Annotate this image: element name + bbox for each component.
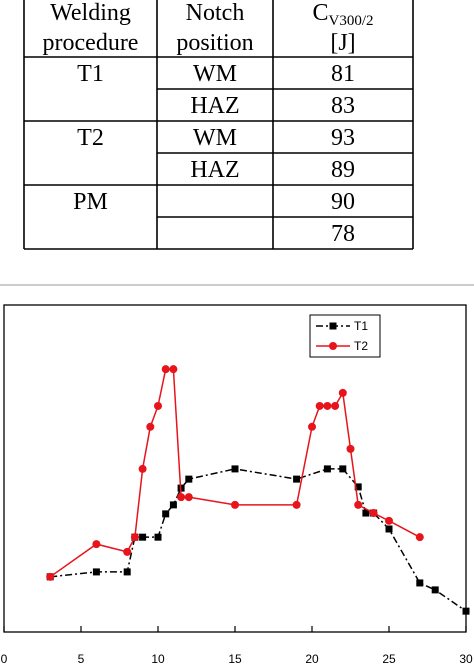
marker	[92, 568, 100, 576]
marker	[138, 464, 147, 473]
marker	[184, 493, 193, 502]
procedure-cell: T1	[77, 61, 104, 87]
marker	[139, 533, 147, 541]
cv-cell: 89	[331, 157, 355, 183]
cv-cell: 78	[331, 221, 355, 247]
marker	[323, 401, 332, 410]
header-cell: position	[176, 30, 253, 56]
x-tick-label: 5	[78, 652, 85, 666]
marker	[130, 533, 139, 542]
header-main: C	[312, 0, 328, 26]
marker	[462, 607, 470, 615]
x-tick-label: 30	[459, 652, 473, 666]
marker	[185, 475, 193, 483]
marker	[162, 510, 170, 518]
cv-cell: 81	[331, 61, 355, 87]
header-cell: Notch	[186, 0, 245, 26]
marker	[354, 483, 362, 491]
notch-cell: WM	[193, 61, 237, 87]
x-tick-label: 15	[228, 652, 242, 666]
marker	[169, 365, 178, 374]
series-line	[50, 468, 467, 612]
header-cell: Welding	[50, 0, 131, 26]
marker	[385, 516, 393, 525]
notch-cell: WM	[193, 125, 237, 151]
marker	[154, 533, 162, 541]
x-tick-label: 25	[382, 652, 396, 666]
legend-marker	[329, 322, 337, 330]
marker	[169, 501, 177, 509]
marker	[154, 401, 162, 410]
marker	[177, 493, 186, 502]
marker	[308, 422, 316, 431]
marker	[123, 547, 132, 556]
procedure-cell: PM	[73, 189, 108, 215]
cv-cell: 93	[331, 125, 355, 151]
marker	[293, 475, 301, 483]
procedure-cell: T2	[77, 125, 104, 151]
marker	[331, 401, 340, 410]
x-tick-label: 0	[1, 652, 8, 666]
marker	[346, 444, 355, 453]
legend-label: T1	[354, 319, 368, 333]
marker	[292, 500, 301, 509]
series-line	[49, 368, 421, 578]
x-tick-label: 20	[305, 652, 319, 666]
marker	[362, 509, 370, 517]
marker	[315, 401, 324, 410]
header-cell: procedure	[43, 30, 139, 56]
cv-cell: 90	[331, 189, 355, 215]
x-tick-label: 10	[151, 652, 165, 666]
marker	[338, 388, 347, 397]
legend-label: T2	[354, 339, 368, 353]
marker	[146, 422, 155, 431]
marker	[415, 533, 424, 542]
marker	[231, 465, 239, 473]
marker	[46, 572, 55, 581]
legend-marker	[329, 342, 337, 350]
header-cell: CV300/2	[312, 0, 373, 29]
marker	[416, 579, 424, 587]
notch-cell: HAZ	[190, 93, 239, 119]
marker	[123, 568, 131, 576]
marker	[231, 500, 239, 509]
marker	[323, 465, 331, 473]
marker	[431, 586, 439, 594]
header-cell: [J]	[330, 30, 355, 56]
notch-cell: HAZ	[190, 157, 239, 183]
marker	[92, 540, 101, 549]
marker	[385, 525, 393, 533]
marker	[339, 465, 347, 473]
cv-cell: 83	[331, 93, 355, 119]
marker	[161, 365, 170, 374]
header-sub: V300/2	[329, 13, 374, 29]
marker	[369, 509, 378, 518]
marker	[354, 500, 363, 509]
legend-box	[309, 314, 381, 358]
